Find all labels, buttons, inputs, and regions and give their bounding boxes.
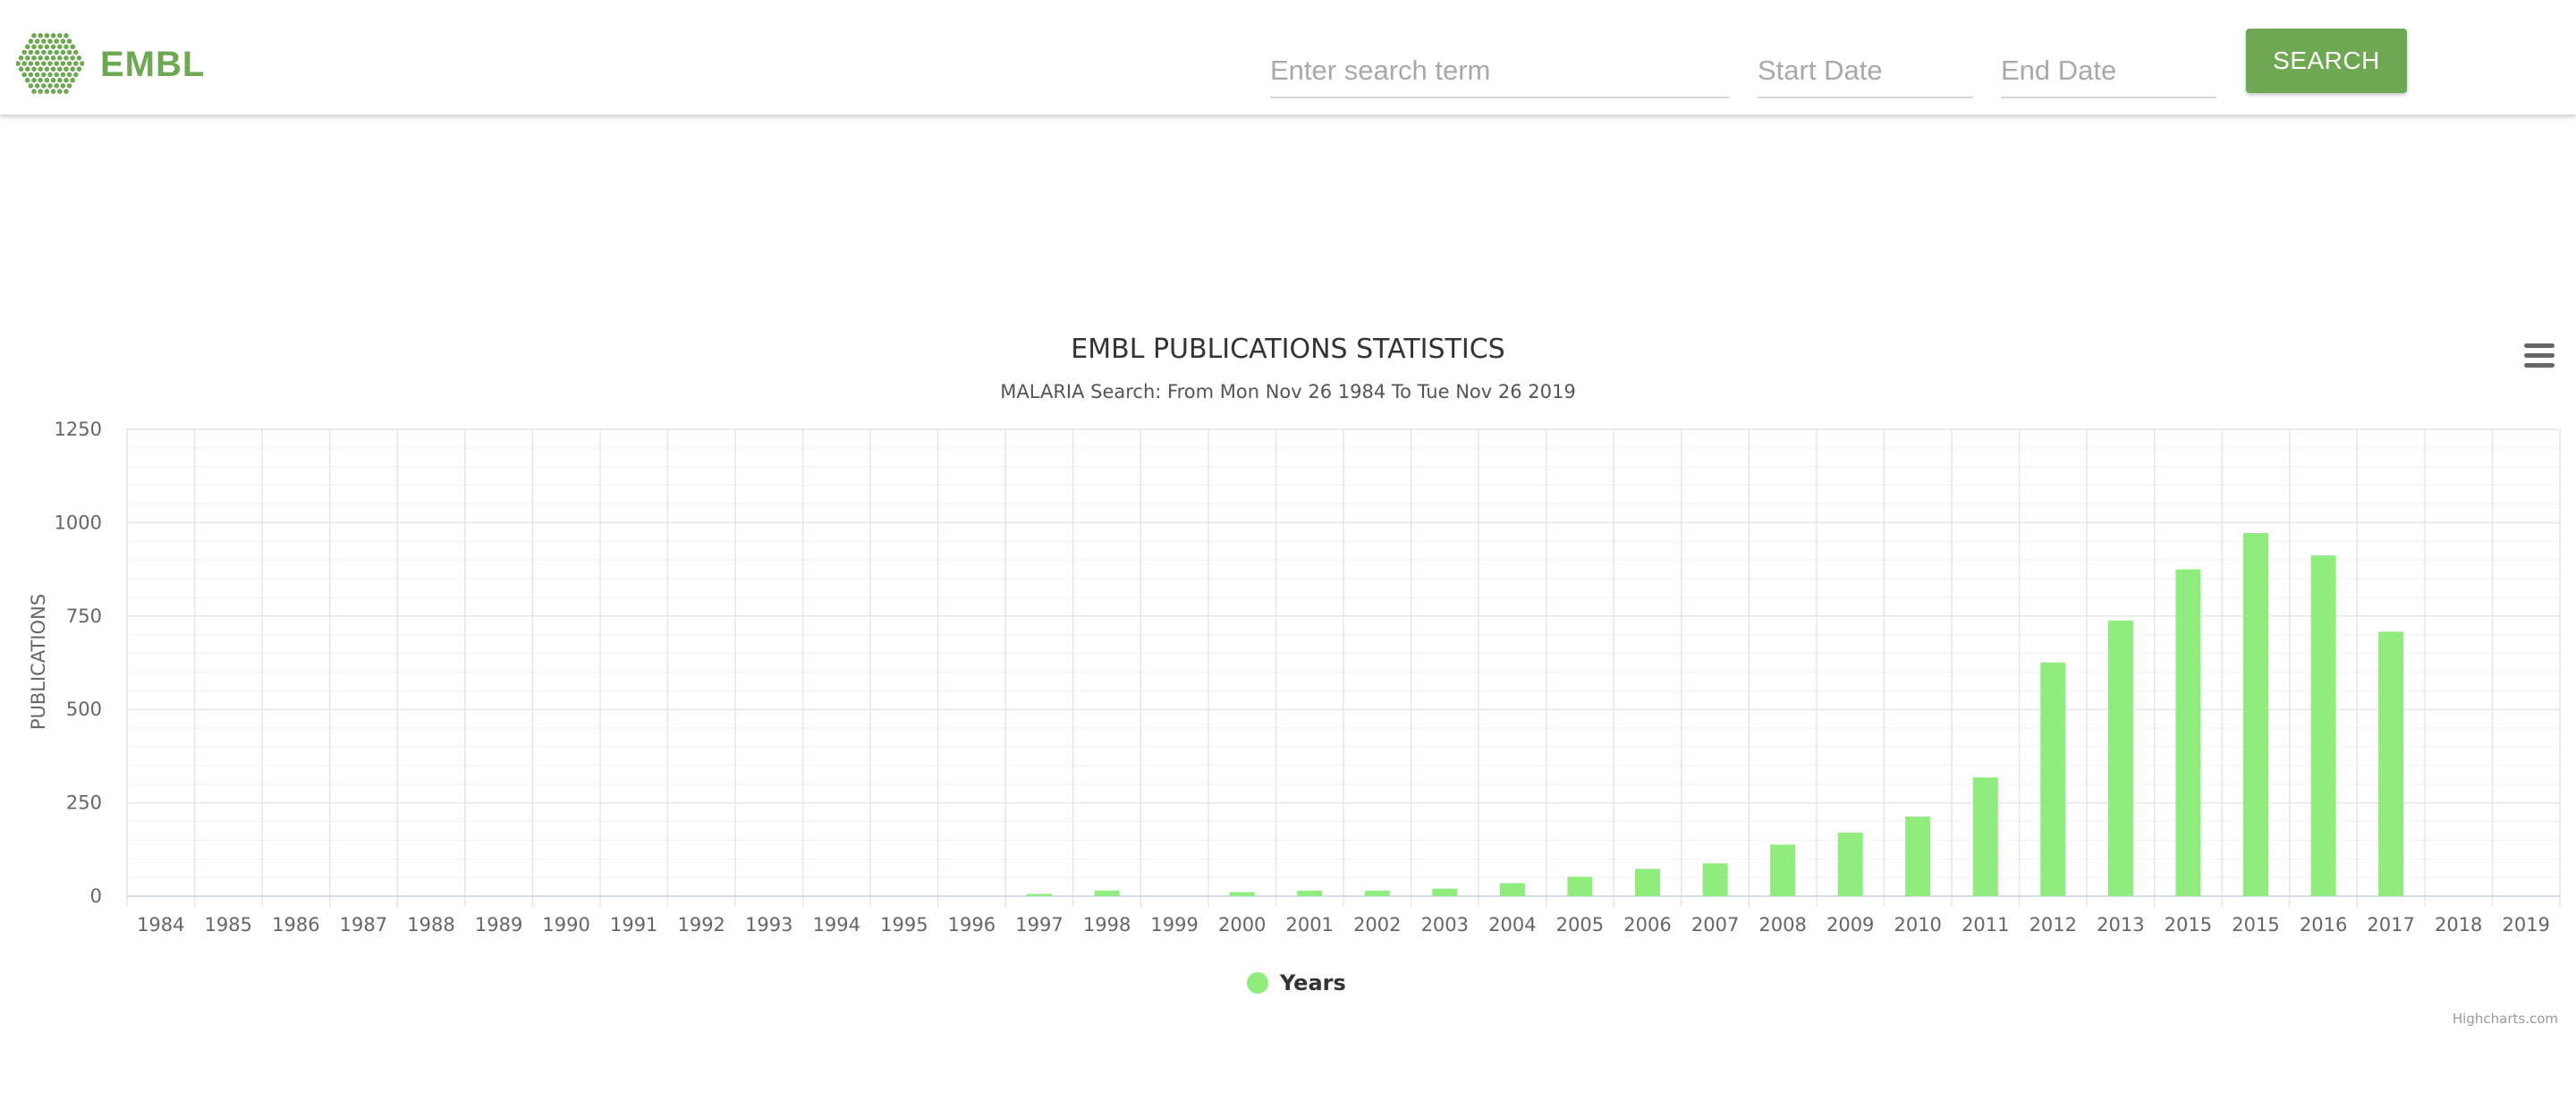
bar[interactable] [1567, 877, 1593, 896]
x-tick-label: 2012 [2029, 914, 2077, 936]
x-tick-label: 2002 [1353, 914, 1401, 936]
y-axis-title: PUBLICATIONS [28, 594, 49, 730]
x-tick-label: 2001 [1285, 914, 1333, 936]
x-tick-label: 2000 [1218, 914, 1266, 936]
x-tick-label: 2006 [1623, 914, 1671, 936]
bar[interactable] [1432, 888, 1458, 896]
start-date-field[interactable] [1758, 45, 1973, 98]
x-tick-label: 1997 [1015, 914, 1063, 936]
legend-symbol [1247, 972, 1268, 994]
y-tick-label: 500 [66, 699, 102, 720]
bar[interactable] [1837, 833, 1863, 896]
y-axis-labels: 0 250 500 750 1000 1250 [55, 419, 102, 907]
y-tick-label: 0 [90, 885, 102, 907]
y-tick-label: 750 [66, 606, 102, 627]
x-tick-label: 2019 [2502, 914, 2549, 936]
legend[interactable]: Years [1247, 970, 1346, 995]
end-date-field[interactable] [2001, 45, 2216, 98]
x-tick-label: 1987 [340, 914, 387, 936]
chart-subtitle: MALARIA Search: From Mon Nov 26 1984 To … [1000, 381, 1575, 402]
bar[interactable] [2310, 555, 2336, 896]
x-tick-label: 1988 [407, 914, 454, 936]
bar[interactable] [2243, 533, 2268, 896]
x-tick-label: 1992 [677, 914, 724, 936]
x-tick-label: 2003 [1421, 914, 1469, 936]
x-tick-label: 1989 [475, 914, 522, 936]
x-tick-label: 1984 [137, 914, 184, 936]
x-tick-label: 2015 [2232, 914, 2279, 936]
bar[interactable] [2378, 631, 2404, 896]
x-tick-label: 1999 [1150, 914, 1198, 936]
x-tick-label: 1996 [948, 914, 996, 936]
highcharts-credit[interactable]: Highcharts.com [2453, 1011, 2558, 1027]
x-tick-label: 2004 [1488, 914, 1536, 936]
embl-logo-icon[interactable] [16, 27, 84, 100]
chart-grid [126, 428, 2561, 907]
bar-series [1027, 533, 2404, 897]
x-tick-label: 2013 [2097, 914, 2144, 936]
bar[interactable] [1499, 883, 1525, 896]
x-tick-label: 1998 [1083, 914, 1131, 936]
top-navigation-bar: EMBL SEARCH [0, 0, 2576, 114]
bar[interactable] [2107, 620, 2133, 896]
x-tick-label: 2007 [1691, 914, 1739, 936]
bar[interactable] [2040, 662, 2066, 896]
bar[interactable] [1770, 844, 1796, 896]
search-input[interactable] [1270, 45, 1730, 98]
x-tick-label: 1995 [880, 914, 928, 936]
search-button[interactable]: SEARCH [2246, 29, 2407, 93]
bar[interactable] [1297, 890, 1323, 896]
bar[interactable] [1702, 863, 1728, 896]
y-tick-label: 250 [66, 792, 102, 814]
x-tick-label: 2010 [1894, 914, 1941, 936]
bar[interactable] [2175, 569, 2201, 896]
x-tick-label: 1994 [813, 914, 860, 936]
x-tick-label: 1991 [610, 914, 657, 936]
x-tick-label: 2009 [1826, 914, 1874, 936]
x-tick-label: 2016 [2300, 914, 2347, 936]
bar[interactable] [1027, 894, 1052, 897]
legend-item-label[interactable]: Years [1279, 970, 1346, 995]
chart-title: EMBL PUBLICATIONS STATISTICS [1071, 334, 1504, 365]
x-tick-label: 1993 [745, 914, 792, 936]
x-tick-label: 2008 [1758, 914, 1806, 936]
y-tick-label: 1000 [55, 512, 102, 533]
x-tick-label: 2015 [2165, 914, 2212, 936]
x-tick-label: 2005 [1556, 914, 1604, 936]
bar[interactable] [1635, 868, 1660, 897]
publications-chart: EMBL PUBLICATIONS STATISTICS MALARIA Sea… [28, 334, 2561, 1027]
bar[interactable] [1364, 890, 1390, 896]
bar[interactable] [1972, 777, 1998, 896]
x-tick-label: 2017 [2367, 914, 2414, 936]
x-tick-label: 1990 [542, 914, 589, 936]
x-tick-label: 1986 [272, 914, 319, 936]
brand-name[interactable]: EMBL [100, 45, 206, 84]
bar[interactable] [1229, 892, 1255, 896]
x-tick-label: 2011 [1962, 914, 2009, 936]
bar[interactable] [1094, 890, 1120, 896]
bar[interactable] [1905, 817, 1931, 896]
y-tick-label: 1250 [55, 419, 102, 440]
chart-menu-icon[interactable] [2524, 343, 2555, 368]
x-tick-label: 2018 [2435, 914, 2482, 936]
x-axis-labels: 1984 1985 1986 1987 1988 1989 1990 1991 1992 1993… [137, 914, 2550, 936]
x-tick-label: 1985 [205, 914, 252, 936]
